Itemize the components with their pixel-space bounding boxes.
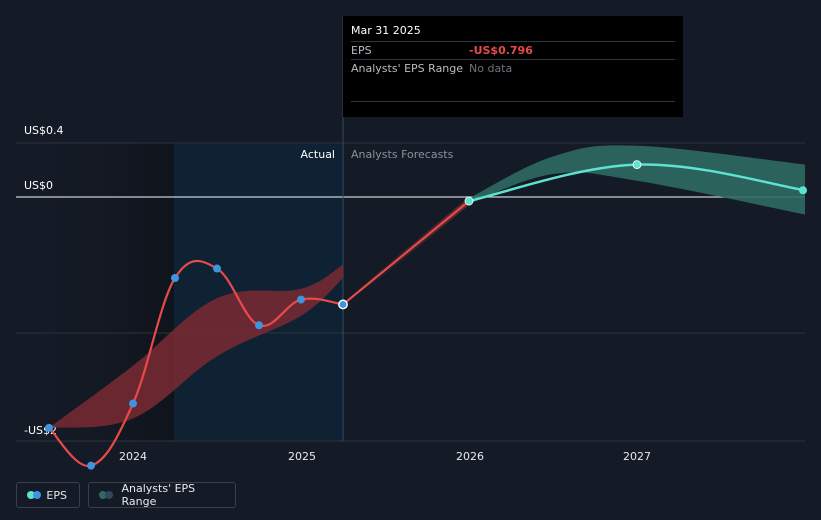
eps-point[interactable]: [45, 423, 53, 432]
legend-eps[interactable]: EPS: [16, 482, 80, 508]
eps-point[interactable]: [297, 295, 305, 304]
actual-eps-range-band: [49, 264, 343, 428]
tooltip-eps-label: EPS: [351, 44, 372, 57]
eps-point[interactable]: [213, 264, 221, 273]
y-label-top: US$0.4: [24, 124, 64, 137]
eps-point[interactable]: [129, 399, 137, 408]
legend-range-label: Analysts' EPS Range: [121, 482, 196, 508]
x-tick-2027: 2027: [623, 450, 651, 463]
eps-point[interactable]: [171, 274, 179, 282]
legend-eps-label: EPS: [46, 488, 67, 502]
eps-forecast-line-negative: [342, 200, 470, 306]
y-label-zero: US$0: [24, 179, 53, 192]
tooltip-range-row: Analysts' EPS Range No data: [351, 59, 675, 77]
x-tick-2024: 2024: [119, 450, 147, 463]
forecast-label: Analysts Forecasts: [351, 148, 454, 161]
x-tick-2025: 2025: [288, 450, 316, 463]
eps-tooltip: Mar 31 2025 EPS -US$0.796 Analysts' EPS …: [343, 16, 683, 117]
forecast-eps-range-band: [469, 145, 805, 215]
x-tick-2026: 2026: [456, 450, 484, 463]
tooltip-date: Mar 31 2025: [351, 24, 421, 37]
eps-point-highlighted[interactable]: [338, 299, 348, 310]
eps-legend-icon: [27, 491, 41, 499]
eps-point[interactable]: [87, 461, 95, 470]
tooltip-range-value: No data: [469, 62, 513, 75]
eps-forecast-point-end[interactable]: [799, 186, 807, 195]
chart-marks: [45, 145, 807, 470]
eps-forecast-point[interactable]: [464, 196, 474, 206]
actual-label: Actual: [301, 148, 335, 161]
eps-forecast-point[interactable]: [632, 160, 642, 170]
tooltip-eps-value: -US$0.796: [469, 44, 533, 57]
range-legend-icon: [99, 491, 114, 499]
eps-point[interactable]: [255, 321, 263, 330]
tooltip-eps-row: EPS -US$0.796: [351, 41, 675, 59]
legend: EPS Analysts' EPS Range: [16, 482, 236, 508]
tooltip-range-label: Analysts' EPS Range: [351, 62, 464, 75]
legend-range[interactable]: Analysts' EPS Range: [88, 482, 236, 508]
eps-actual-line: [48, 259, 344, 467]
tooltip-divider: [351, 101, 675, 102]
